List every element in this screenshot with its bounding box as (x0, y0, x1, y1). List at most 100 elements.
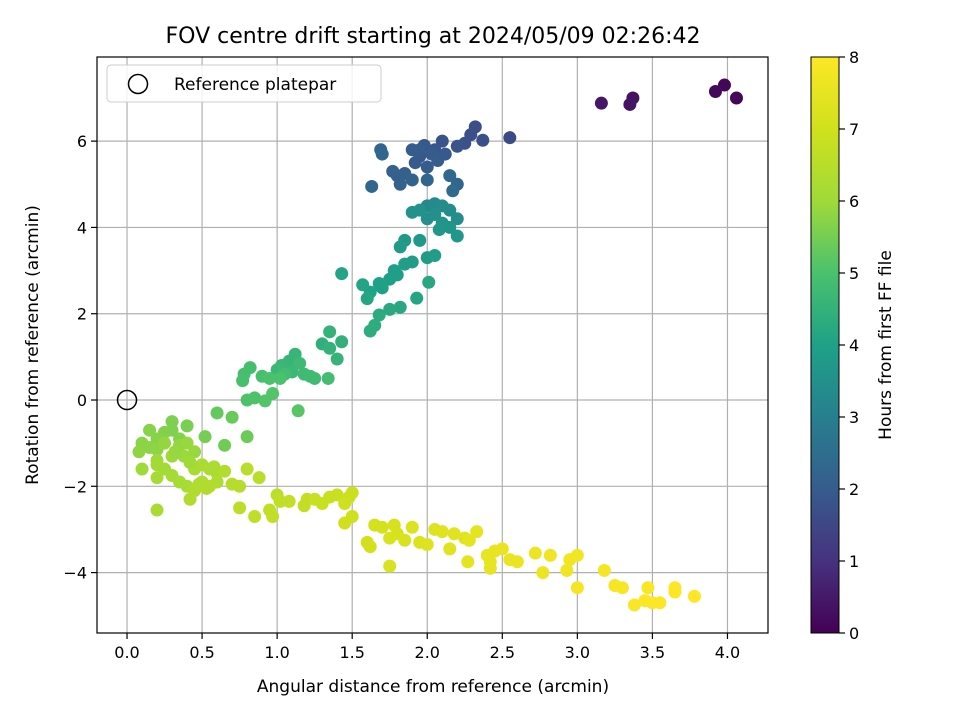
data-point (560, 563, 574, 577)
data-point (375, 520, 389, 534)
data-point (225, 410, 239, 424)
data-point (132, 445, 146, 459)
data-point (503, 131, 517, 145)
data-point (233, 479, 247, 493)
data-point (461, 555, 475, 569)
data-point (462, 533, 476, 547)
x-tick-label: 1.0 (264, 643, 289, 662)
y-tick-label: 4 (77, 218, 87, 237)
data-point (428, 248, 442, 262)
data-point (218, 438, 232, 452)
data-point (330, 352, 344, 366)
y-axis-label: Rotation from reference (arcmin) (23, 205, 43, 485)
legend: Reference platepar (106, 64, 382, 103)
data-point (315, 497, 329, 511)
data-point (291, 404, 305, 418)
colorbar-tick-label: 6 (849, 192, 859, 211)
data-point (135, 462, 149, 476)
colorbar-tick-label: 2 (849, 480, 859, 499)
x-tick-label: 3.0 (565, 643, 590, 662)
data-point (717, 78, 731, 92)
data-point (233, 501, 247, 515)
data-point (335, 267, 349, 281)
data-point (405, 205, 419, 219)
data-point (273, 494, 287, 508)
data-point (282, 494, 296, 508)
data-point (570, 548, 584, 562)
colorbar-tick-label: 5 (849, 264, 859, 283)
reference-platepar-marker (116, 389, 138, 411)
data-point (198, 430, 212, 444)
data-point (330, 488, 344, 502)
data-point (476, 133, 490, 147)
data-point (393, 240, 407, 254)
data-point (450, 212, 464, 226)
x-axis-label: Angular distance from reference (arcmin) (257, 677, 609, 697)
data-point (708, 85, 722, 99)
data-point (368, 318, 382, 332)
data-point (236, 374, 250, 388)
data-point (495, 542, 509, 556)
data-point (321, 371, 335, 385)
colorbar-tick-label: 3 (849, 408, 859, 427)
data-point (413, 233, 427, 247)
data-point (536, 566, 550, 580)
data-point (405, 173, 419, 187)
colorbar-tick-label: 7 (849, 120, 859, 139)
data-point (323, 325, 337, 339)
data-point (158, 436, 172, 450)
data-point (393, 177, 407, 191)
data-point (180, 419, 194, 433)
data-point (410, 291, 424, 305)
data-point (210, 406, 224, 420)
data-point (422, 275, 436, 289)
data-point (570, 581, 584, 595)
data-point (470, 525, 484, 539)
data-point (438, 147, 452, 161)
data-point (383, 559, 397, 573)
y-tick-label: 0 (77, 391, 87, 410)
data-point (443, 220, 457, 234)
data-point (252, 471, 266, 485)
data-point (273, 371, 287, 385)
colorbar-ticks: 0 1 2 3 4 5 6 7 8 (839, 48, 859, 643)
colorbar-tick-label: 4 (849, 336, 859, 355)
data-point (240, 430, 254, 444)
data-point (390, 268, 404, 282)
data-point (615, 581, 629, 595)
colorbar-tick-label: 8 (849, 48, 859, 67)
data-point (393, 300, 407, 314)
x-tick-label: 3.5 (640, 643, 665, 662)
data-point (207, 460, 221, 474)
data-point (687, 589, 701, 603)
data-point (360, 292, 374, 306)
data-point (150, 471, 164, 485)
data-point (240, 462, 254, 476)
data-point (266, 387, 280, 401)
data-point (293, 356, 307, 370)
data-point (435, 134, 449, 148)
data-point (543, 548, 557, 562)
data-point (372, 308, 386, 322)
data-point (323, 341, 337, 355)
data-point (420, 173, 434, 187)
x-tick-label: 0.5 (189, 643, 214, 662)
colorbar-label: Hours from first FF file (876, 250, 896, 440)
data-point (297, 499, 311, 513)
x-tick-label: 2.5 (490, 643, 515, 662)
data-point (528, 546, 542, 560)
x-tick-label: 1.5 (339, 643, 364, 662)
x-tick-label: 0.0 (114, 643, 139, 662)
x-tick-label: 4.0 (715, 643, 740, 662)
data-point (420, 160, 434, 174)
data-point (183, 492, 197, 506)
data-point (447, 527, 461, 541)
data-point (168, 445, 182, 459)
y-tick-label: 6 (77, 132, 87, 151)
data-point (188, 445, 202, 459)
data-point (335, 335, 349, 349)
data-point (729, 91, 743, 105)
data-point (405, 520, 419, 534)
data-point (668, 585, 682, 599)
